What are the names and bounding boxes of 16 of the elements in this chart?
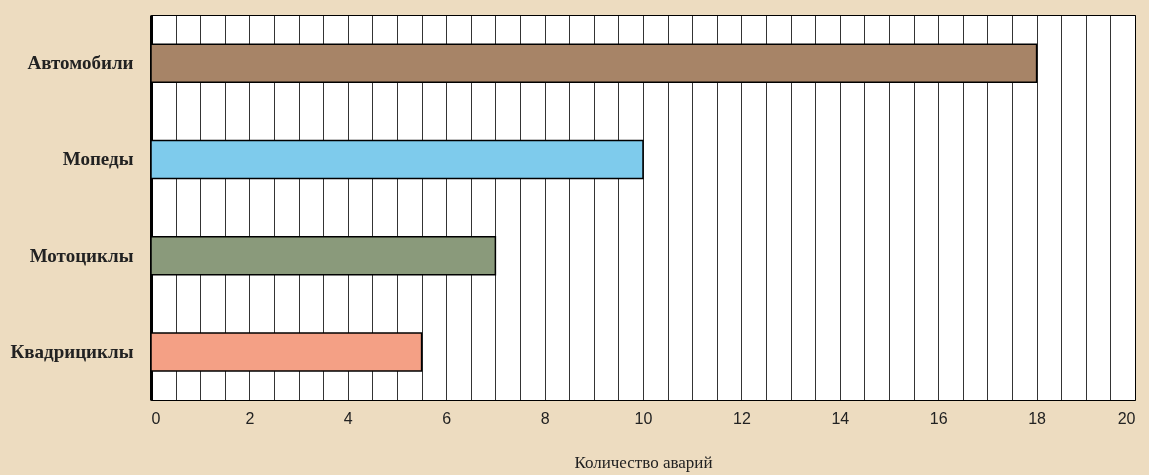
x-tick-label: 20 — [1117, 409, 1136, 427]
x-tick-label: 6 — [442, 409, 452, 427]
x-tick-label: 2 — [245, 409, 255, 427]
x-tick-label: 0 — [151, 409, 161, 427]
y-tick-label: Мотоциклы — [29, 244, 134, 266]
x-tick-label: 16 — [929, 409, 948, 427]
x-tick-label: 14 — [831, 409, 850, 427]
y-tick-label: Мопеды — [62, 148, 134, 170]
x-axis-title: Количество аварий — [574, 452, 713, 472]
x-tick-label: 8 — [540, 409, 550, 427]
x-tick-label: 4 — [343, 409, 353, 427]
y-tick-label: Квадрициклы — [10, 340, 134, 362]
x-tick-label: 10 — [634, 409, 653, 427]
x-tick-label: 18 — [1028, 409, 1047, 427]
y-tick-label: Автомобили — [27, 52, 134, 74]
x-tick-label: 12 — [733, 409, 751, 427]
